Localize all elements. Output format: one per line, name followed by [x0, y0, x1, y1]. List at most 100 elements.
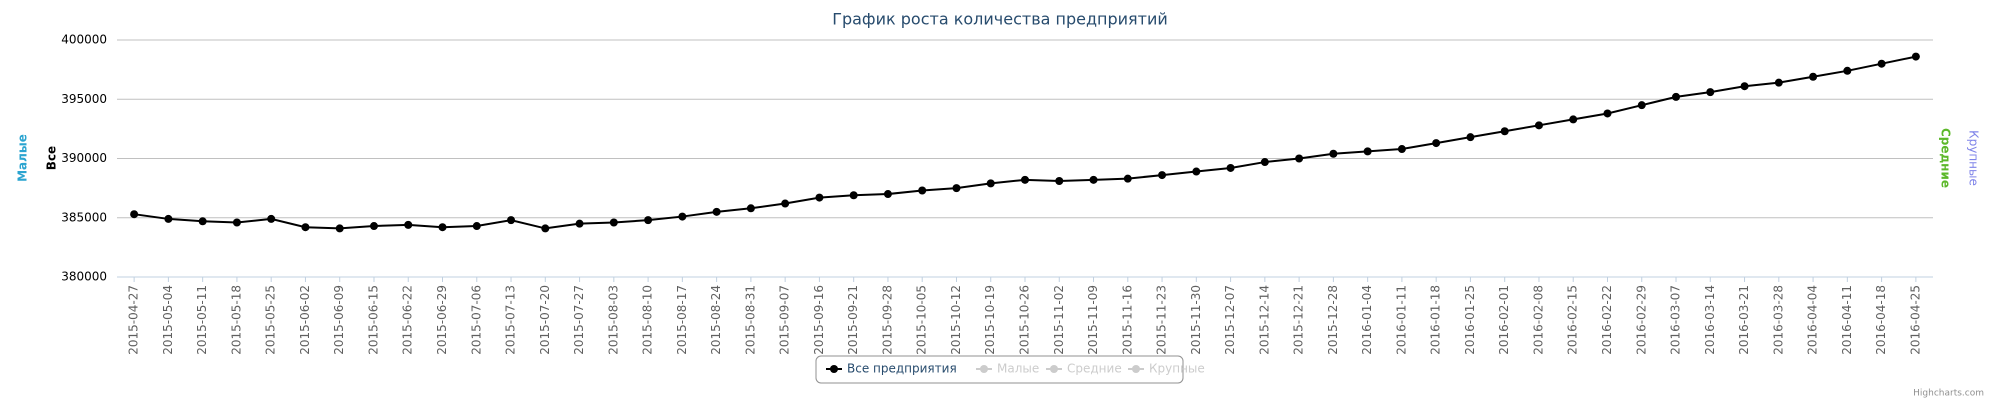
- y-axis-title: Все: [45, 146, 59, 170]
- x-tick-label: 2015-10-19: [983, 285, 997, 355]
- x-tick-label: 2015-12-28: [1326, 285, 1340, 355]
- x-tick-label: 2015-05-04: [161, 285, 175, 355]
- x-tick-label: 2016-03-28: [1771, 285, 1785, 355]
- legend-label[interactable]: Малые: [997, 362, 1039, 376]
- x-tick-label: 2015-07-20: [538, 285, 552, 355]
- x-tick-label: 2015-06-29: [435, 285, 449, 355]
- y2-axis-title: Средние: [1939, 128, 1953, 188]
- point: [1911, 52, 1920, 61]
- point: [164, 214, 173, 223]
- point: [541, 224, 550, 233]
- point: [1021, 175, 1029, 184]
- point: [1843, 66, 1852, 75]
- y-axis-title: Малые: [16, 134, 30, 182]
- x-tick-label: 2015-11-30: [1189, 285, 1203, 355]
- x-tick-label: 2016-02-15: [1566, 285, 1580, 355]
- x-tick-label: 2015-12-21: [1292, 285, 1306, 355]
- x-tick-label: 2016-04-25: [1908, 285, 1922, 355]
- point: [1397, 145, 1406, 154]
- x-tick-label: 2015-05-18: [229, 285, 243, 355]
- point: [1466, 133, 1475, 142]
- point: [1603, 109, 1612, 118]
- legend-label[interactable]: Крупные: [1149, 362, 1205, 376]
- x-tick-label: 2015-11-16: [1120, 285, 1134, 355]
- x-tick-label: 2016-04-18: [1874, 285, 1888, 355]
- x-tick-label: 2015-05-11: [195, 285, 209, 355]
- x-tick-label: 2016-04-04: [1806, 285, 1820, 355]
- x-tick-label: 2016-01-04: [1360, 285, 1374, 355]
- point: [1260, 158, 1269, 167]
- point: [1192, 167, 1201, 176]
- x-tick-label: 2015-06-02: [298, 285, 312, 355]
- x-tick-label: 2016-01-11: [1394, 285, 1408, 355]
- point: [301, 223, 310, 232]
- legend-marker: [980, 365, 988, 373]
- legend-marker: [1132, 365, 1140, 373]
- legend-label[interactable]: Средние: [1067, 362, 1122, 376]
- x-tick-label: 2015-08-31: [743, 285, 757, 355]
- x-tick-label: 2015-10-26: [1018, 285, 1032, 355]
- point: [130, 210, 139, 219]
- x-tick-label: 2015-09-21: [846, 285, 860, 355]
- x-tick-label: 2015-12-07: [1223, 285, 1237, 355]
- x-tick-label: 2016-04-11: [1840, 285, 1854, 355]
- x-tick-label: 2015-05-25: [264, 285, 278, 355]
- x-tick-label: 2015-06-15: [366, 285, 380, 355]
- point: [232, 218, 241, 227]
- point: [1158, 171, 1167, 180]
- point: [781, 199, 790, 208]
- x-tick-label: 2016-01-18: [1429, 285, 1443, 355]
- x-tick-label: 2015-06-09: [332, 285, 346, 355]
- point: [198, 217, 207, 226]
- point: [335, 224, 344, 233]
- x-tick-label: 2015-11-09: [1086, 285, 1100, 355]
- point: [918, 186, 927, 195]
- y-tick-label: 385000: [61, 210, 107, 224]
- point: [507, 216, 516, 225]
- legend-marker: [830, 365, 838, 373]
- x-tick-label: 2016-03-21: [1737, 285, 1751, 355]
- y-tick-label: 390000: [61, 151, 107, 165]
- x-tick-label: 2016-03-14: [1703, 285, 1717, 355]
- legend-marker: [1050, 365, 1058, 373]
- point: [1363, 147, 1372, 156]
- point: [644, 216, 653, 225]
- x-tick-label: 2015-12-14: [1257, 285, 1271, 355]
- point: [678, 212, 687, 221]
- series-line: [133, 55, 1917, 230]
- x-tick-label: 2016-02-29: [1634, 285, 1648, 355]
- y-tick-label: 380000: [61, 270, 107, 284]
- credits[interactable]: Highcharts.com: [1913, 389, 1984, 399]
- x-tick-label: 2015-07-13: [504, 285, 518, 355]
- point: [952, 184, 961, 193]
- x-tick-label: 2015-08-17: [675, 285, 689, 355]
- point: [1055, 177, 1064, 186]
- x-tick-label: 2015-09-16: [812, 285, 826, 355]
- x-tick-label: 2016-01-25: [1463, 285, 1477, 355]
- y-tick-label: 395000: [61, 92, 107, 106]
- point: [746, 204, 755, 213]
- x-tick-label: 2016-03-07: [1669, 285, 1683, 355]
- point: [849, 191, 858, 200]
- x-tick-label: 2015-10-12: [949, 285, 963, 355]
- point: [1877, 59, 1886, 68]
- point: [575, 219, 584, 228]
- point: [609, 218, 618, 227]
- point: [1706, 88, 1715, 97]
- legend-box: [815, 355, 1184, 384]
- x-tick-label: 2015-09-07: [778, 285, 792, 355]
- legend-label[interactable]: Все предприятия: [847, 362, 957, 376]
- point: [472, 222, 481, 231]
- point: [369, 222, 378, 231]
- point: [883, 190, 892, 199]
- x-tick-label: 2015-11-23: [1155, 285, 1169, 355]
- point: [1089, 175, 1098, 184]
- y2-axis-title: Крупные: [1967, 130, 1981, 186]
- x-tick-label: 2015-09-28: [880, 285, 894, 355]
- point: [1123, 174, 1132, 183]
- x-tick-label: 2016-02-08: [1531, 285, 1545, 355]
- point: [712, 207, 721, 216]
- point: [815, 193, 824, 202]
